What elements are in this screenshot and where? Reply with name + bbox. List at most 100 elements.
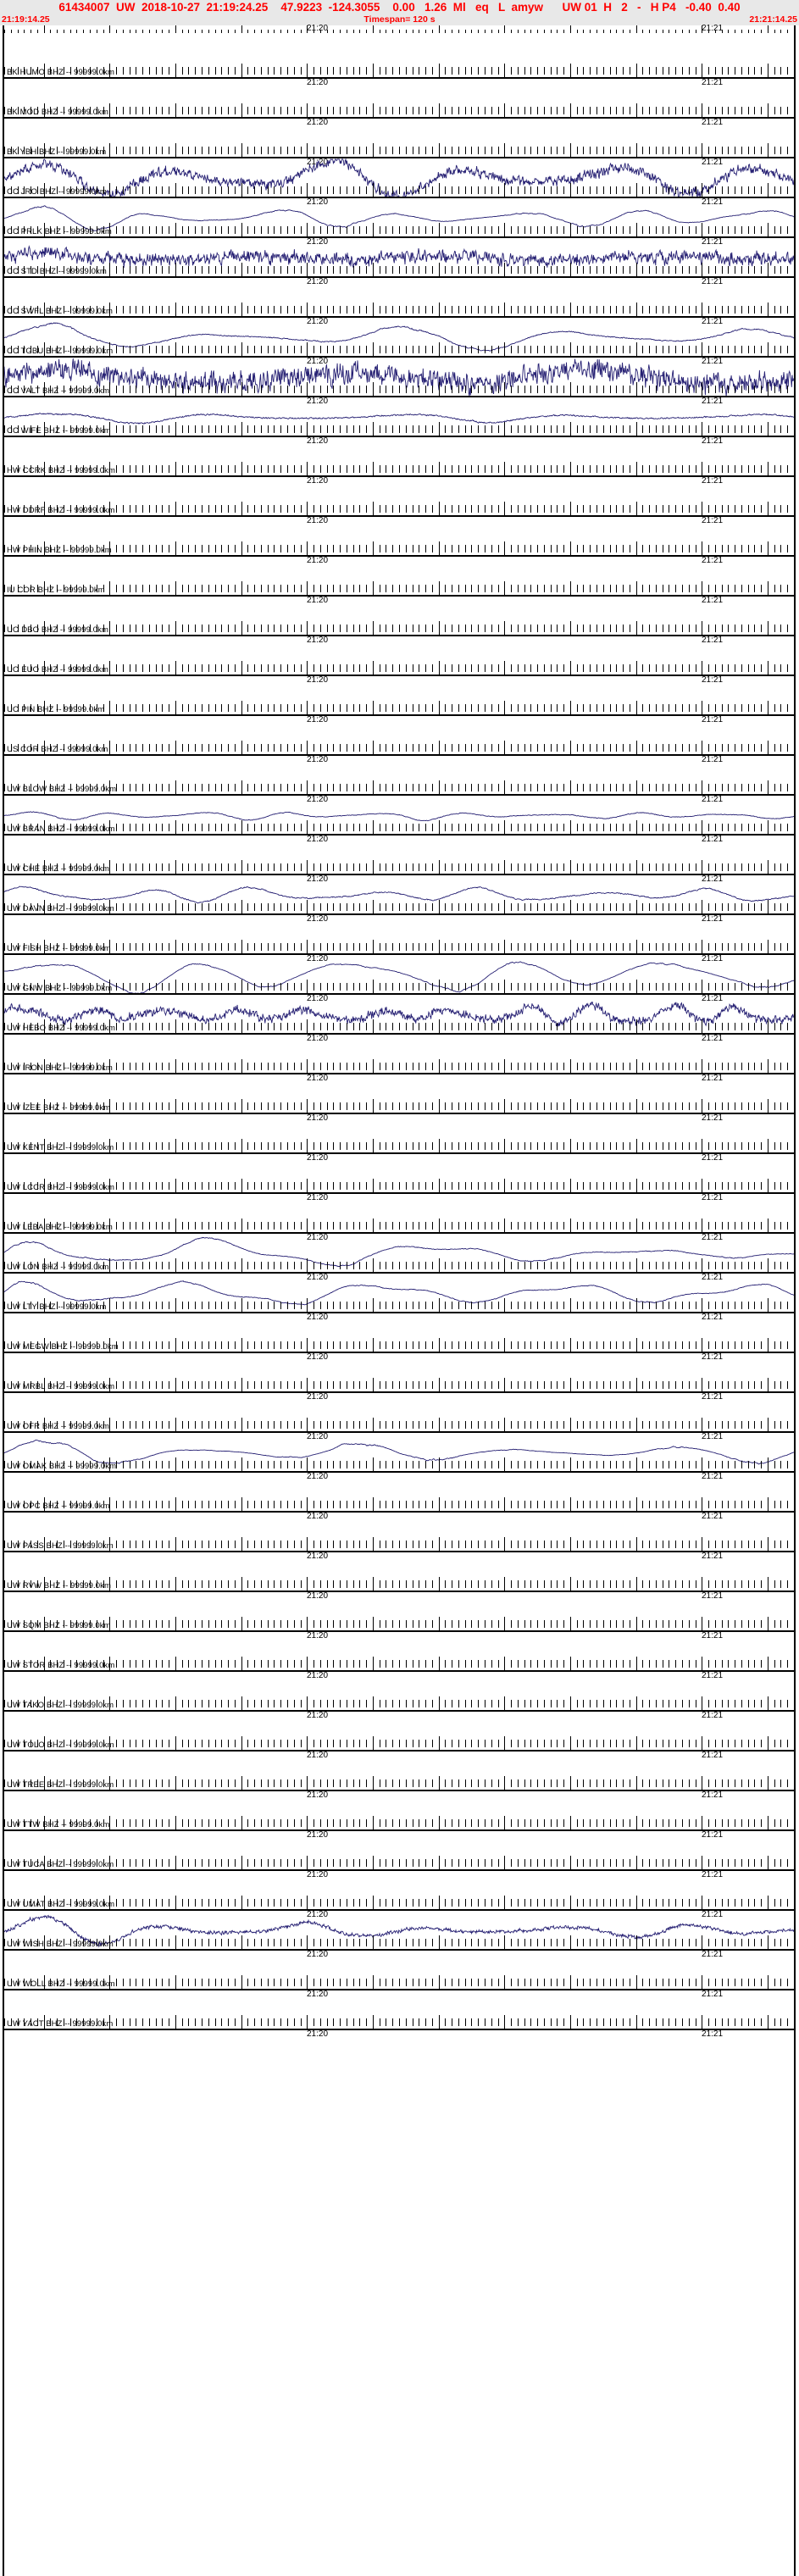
axis-tick bbox=[603, 669, 604, 672]
axis-tick bbox=[577, 585, 578, 589]
channel-label[interactable]: CC WIFE BHZ -- 99999.0km bbox=[7, 426, 111, 436]
trace-row[interactable]: 21:20 21:21 IU COR BHZ -- 99999.0km bbox=[0, 557, 799, 605]
axis-tick bbox=[37, 30, 38, 33]
axis-tick bbox=[583, 226, 584, 230]
trace-row[interactable]: 21:20 21:21 CC JRO BHZ -- 99999.0km bbox=[0, 158, 799, 207]
axis-tick bbox=[261, 425, 262, 430]
axis-tick bbox=[340, 230, 341, 234]
trace-row[interactable]: 21:20 21:21 BK HUMO BHZ -- 99999.0km bbox=[0, 39, 799, 87]
trace-row[interactable]: 21:20 21:21 UO EUO BHZ -- 99999.0km bbox=[0, 636, 799, 685]
axis-tick bbox=[235, 664, 236, 669]
channel-label[interactable]: US COR BHZ -- 99999.0km bbox=[7, 745, 108, 754]
axis-tick bbox=[109, 342, 110, 350]
axis-tick bbox=[478, 147, 479, 151]
axis-tick bbox=[294, 704, 295, 708]
row-tick-marks bbox=[4, 223, 795, 238]
axis-tick bbox=[90, 191, 91, 194]
channel-label[interactable]: UO EUO BHZ -- 99999.0km bbox=[7, 665, 109, 675]
trace-row[interactable]: 21:20 21:21 CC VALT BHZ -- 99999.0km bbox=[0, 358, 799, 406]
channel-label[interactable]: CC TGBU BHZ -- 99999.0km bbox=[7, 347, 114, 356]
axis-tick bbox=[215, 704, 216, 708]
axis-tick bbox=[301, 625, 302, 629]
trace-row[interactable]: 21:20 21:21 UO PIN BHZ -- 99999.0km bbox=[0, 676, 799, 724]
channel-label[interactable]: CC SWFL BHZ -- 99999.0km bbox=[7, 307, 114, 316]
axis-tick bbox=[761, 310, 762, 314]
channel-label[interactable]: HW PHIN BHZ -- 99999.0km bbox=[7, 546, 112, 555]
channel-label[interactable]: HW CCRK BHZ -- 99999.0km bbox=[7, 466, 116, 475]
axis-tick bbox=[76, 828, 77, 831]
axis-tick bbox=[636, 390, 637, 397]
trace-row[interactable]: 21:20 21:21 HW CCRK BHZ -- 99999.0km bbox=[0, 437, 799, 486]
trace-row[interactable]: 21:20 21:21 UO DBO BHZ -- 99999.0km bbox=[0, 597, 799, 645]
axis-tick bbox=[478, 107, 479, 111]
axis-tick bbox=[254, 306, 255, 310]
axis-tick bbox=[656, 585, 657, 589]
channel-label[interactable]: BK MOD BHZ -- 99999.0km bbox=[7, 108, 109, 117]
axis-tick bbox=[182, 346, 183, 350]
channel-label[interactable]: UO PIN BHZ -- 99999.0km bbox=[7, 705, 105, 714]
axis-tick bbox=[649, 30, 650, 33]
axis-tick bbox=[518, 430, 519, 433]
axis-tick bbox=[741, 111, 742, 114]
axis-tick bbox=[149, 505, 150, 509]
trace-row[interactable]: 21:20 21:21 UW BRAN BHZ -- 99999.0km bbox=[0, 796, 799, 844]
channel-label[interactable]: UO DBO BHZ -- 99999.0km bbox=[7, 625, 109, 635]
axis-tick bbox=[649, 71, 650, 75]
axis-tick bbox=[83, 669, 84, 672]
axis-tick bbox=[83, 629, 84, 632]
trace-row[interactable]: 21:20 21:21 UW BLOW BHZ -- 99999.0km bbox=[0, 756, 799, 804]
axis-tick bbox=[406, 585, 407, 589]
trace-row[interactable]: 21:20 21:21 CC SWFL BHZ -- 99999.0km bbox=[0, 278, 799, 326]
axis-tick bbox=[787, 191, 788, 194]
axis-tick bbox=[162, 67, 163, 71]
trace-row[interactable]: 21:20 21:21 CC TGBU BHZ -- 99999.0km bbox=[0, 318, 799, 366]
axis-tick bbox=[642, 465, 643, 469]
axis-tick bbox=[722, 147, 723, 151]
channel-label[interactable]: BK HUMO BHZ -- 99999.0km bbox=[7, 68, 114, 77]
channel-label[interactable]: CC VALT BHZ -- 99999.0km bbox=[7, 386, 110, 396]
axis-tick bbox=[741, 226, 742, 230]
axis-tick bbox=[471, 186, 472, 191]
channel-label[interactable]: CC JRO BHZ -- 99999.0km bbox=[7, 187, 107, 197]
axis-tick bbox=[149, 744, 150, 748]
axis-tick bbox=[583, 748, 584, 752]
axis-tick bbox=[682, 629, 683, 632]
channel-label[interactable]: UW BLOW BHZ -- 99999.0km bbox=[7, 785, 117, 794]
axis-tick bbox=[188, 828, 189, 831]
axis-tick bbox=[642, 67, 643, 71]
axis-tick bbox=[708, 346, 709, 350]
axis-tick bbox=[90, 67, 91, 71]
axis-tick bbox=[780, 505, 781, 509]
axis-tick bbox=[623, 549, 624, 552]
axis-tick bbox=[149, 310, 150, 314]
trace-row[interactable]: 21:20 21:21 US COR BHZ -- 99999.0km bbox=[0, 716, 799, 764]
trace-row[interactable]: 21:20 21:21 HW DDRF BHZ -- 99999.0km bbox=[0, 477, 799, 525]
channel-label[interactable]: CC STD BHZ -- 99999.0km bbox=[7, 267, 107, 276]
axis-tick bbox=[524, 509, 525, 513]
axis-tick bbox=[544, 107, 545, 111]
trace-row[interactable]: 21:20 21:21 BK MOD BHZ -- 99999.0km bbox=[0, 79, 799, 127]
axis-tick bbox=[123, 469, 124, 473]
axis-tick bbox=[610, 748, 611, 752]
axis-tick bbox=[156, 629, 157, 632]
trace-row[interactable]: 21:20 21:21 BK YBH BHZ -- 99999.0km bbox=[0, 119, 799, 167]
axis-tick bbox=[359, 346, 360, 350]
channel-label[interactable]: IU COR BHZ -- 99999.0km bbox=[7, 586, 105, 595]
channel-label[interactable]: HW DDRF BHZ -- 99999.0km bbox=[7, 506, 115, 515]
channel-label[interactable]: CC PRLK BHZ -- 99999.0km bbox=[7, 227, 112, 236]
trace-row[interactable]: 21:20 21:21 CC WIFE BHZ -- 99999.0km bbox=[0, 397, 799, 446]
trace-plot-area[interactable]: 21:20 21:21 BK HUMO BHZ -- 99999.0km 21:20 2… bbox=[0, 24, 799, 2576]
axis-tick bbox=[320, 390, 321, 393]
trace-row[interactable]: 21:20 21:21 CC STD BHZ -- 99999.0km bbox=[0, 238, 799, 286]
axis-tick bbox=[485, 788, 486, 791]
axis-tick bbox=[4, 469, 5, 473]
axis-tick bbox=[761, 306, 762, 310]
axis-tick bbox=[327, 744, 328, 748]
channel-label[interactable]: BK YBH BHZ -- 99999.0km bbox=[7, 147, 107, 157]
axis-tick bbox=[327, 549, 328, 552]
trace-row[interactable]: 21:20 21:21 CC PRLK BHZ -- 99999.0km bbox=[0, 198, 799, 247]
axis-tick bbox=[445, 509, 446, 513]
axis-tick bbox=[366, 111, 367, 114]
trace-row[interactable]: 21:20 21:21 HW PHIN BHZ -- 99999.0km bbox=[0, 517, 799, 565]
axis-tick bbox=[320, 704, 321, 708]
